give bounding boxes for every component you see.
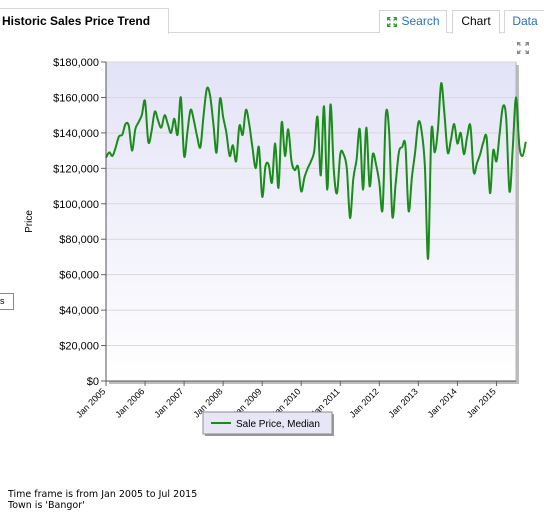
x-tick-label: Jan 2013 bbox=[387, 386, 420, 419]
plot-area bbox=[105, 61, 517, 382]
legend-box bbox=[202, 411, 333, 435]
y-tick-label: $0 bbox=[87, 376, 99, 388]
x-tick-label: Jan 2007 bbox=[152, 386, 185, 419]
title-tab: Historic Sales Price Trend bbox=[0, 8, 169, 34]
tab-data[interactable]: Data bbox=[504, 10, 544, 33]
chart-footer: Time frame is from Jan 2005 to Jul 2015 … bbox=[8, 489, 197, 511]
y-tick-label: $160,000 bbox=[53, 92, 99, 104]
y-axis-label: Price bbox=[24, 210, 35, 233]
y-tick-label: $80,000 bbox=[59, 234, 99, 246]
x-tick-label: Jan 2005 bbox=[74, 386, 107, 419]
series-line-sale-price-median bbox=[105, 82, 527, 260]
fullscreen-icon[interactable] bbox=[516, 41, 530, 55]
x-tick-label: Jan 2015 bbox=[465, 386, 498, 419]
timeframe-text: Time frame is from Jan 2005 to Jul 2015 bbox=[8, 489, 198, 500]
tab-chart-label: Chart bbox=[461, 14, 491, 28]
x-tick-label: Jan 2006 bbox=[113, 386, 146, 419]
chart-title: Historic Sales Price Trend bbox=[2, 14, 151, 28]
tab-search-label: Search bbox=[401, 14, 440, 28]
header-divider bbox=[168, 32, 544, 33]
town-text: Town is 'Bangor' bbox=[8, 500, 85, 511]
x-tick-label: Jan 2012 bbox=[347, 386, 380, 419]
tab-data-label: Data bbox=[512, 14, 538, 28]
y-tick-label: $20,000 bbox=[59, 341, 99, 353]
tab-search[interactable]: Search bbox=[379, 10, 447, 33]
y-tick-label: $180,000 bbox=[53, 57, 99, 69]
price-chart: $0 $20,000 $40,000 $60,000 $80,000 $100,000 $1… bbox=[24, 57, 527, 436]
y-tick-label: $40,000 bbox=[59, 305, 99, 317]
chart-header: Historic Sales Price Trend Search Chart … bbox=[0, 0, 544, 34]
y-tick-label: $120,000 bbox=[53, 163, 99, 175]
y-tick-label: $60,000 bbox=[59, 270, 99, 282]
y-tick-label: $100,000 bbox=[53, 199, 99, 211]
x-tick-label: Jan 2014 bbox=[426, 386, 459, 419]
expand-arrows-icon bbox=[387, 16, 398, 27]
tab-chart[interactable]: Chart bbox=[452, 10, 500, 34]
y-tick-label: $140,000 bbox=[53, 128, 99, 140]
legend-label: Sale Price, Median bbox=[236, 419, 320, 430]
collapsed-side-tab[interactable]: es bbox=[0, 293, 14, 310]
